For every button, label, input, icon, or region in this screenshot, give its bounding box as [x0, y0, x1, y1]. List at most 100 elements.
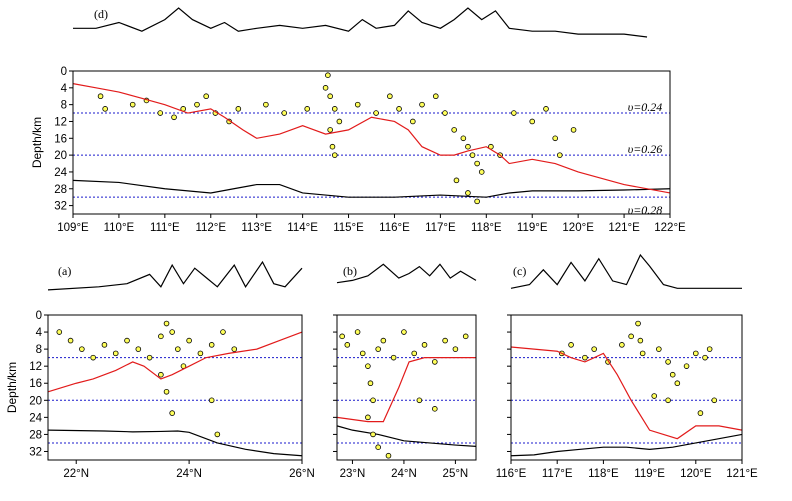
- y-tick-label-d: 16: [54, 133, 67, 145]
- earthquake-point: [582, 354, 588, 361]
- y-tick-label-d: 4: [61, 83, 68, 95]
- earthquake-point: [651, 393, 658, 399]
- earthquake-point: [570, 127, 577, 133]
- earthquake-point: [220, 329, 226, 335]
- earthquake-point: [432, 359, 438, 365]
- earthquake-point: [462, 333, 469, 340]
- topography-profile-a: [47, 260, 303, 291]
- earthquake-point: [90, 354, 96, 361]
- earthquake-point: [169, 410, 175, 416]
- x-tick-label-d: 111°E: [150, 222, 180, 234]
- earthquake-point: [711, 397, 718, 404]
- earthquake-point: [416, 397, 423, 404]
- x-tick-label-d: 117°E: [425, 222, 456, 234]
- earthquake-point: [469, 152, 476, 158]
- earthquake-point: [556, 152, 563, 158]
- earthquake-point: [235, 106, 242, 112]
- earthquake-point: [637, 337, 644, 344]
- earthquake-point: [373, 110, 379, 116]
- earthquake-point: [322, 85, 329, 91]
- earthquake-point: [112, 350, 119, 357]
- panel-label-a: (a): [58, 264, 71, 278]
- earthquake-point: [231, 346, 238, 352]
- plot-frame-c: [510, 314, 743, 461]
- earthquake-point: [56, 329, 63, 335]
- x-tick-label-d: 120°E: [562, 222, 594, 234]
- earthquake-point: [158, 371, 164, 378]
- panel-c: (c) 116°E 117°E 118°E 119°E 120°E 121°E: [496, 253, 758, 480]
- earthquake-point: [442, 110, 448, 116]
- y-tick-label-a: 12: [29, 361, 42, 373]
- earthquake-point: [591, 346, 597, 352]
- y-axis-label-a: Depth/km: [5, 362, 19, 413]
- x-tick-label-d: 112°E: [195, 222, 226, 234]
- velocity-label: υ=0.26: [628, 142, 663, 156]
- y-tick-label-d: 12: [54, 116, 67, 128]
- earthquake-point: [327, 93, 333, 100]
- plot-frame-d: [72, 70, 671, 215]
- topography-profile-d: [73, 7, 648, 38]
- sediment-boundary-b: [336, 357, 476, 423]
- earthquake-point: [478, 169, 485, 175]
- earthquake-point: [396, 106, 402, 112]
- x-tick-label-c: 116°E: [496, 468, 527, 480]
- earthquake-point: [124, 337, 130, 344]
- earthquake-point: [186, 337, 192, 344]
- earthquake-point: [674, 380, 681, 387]
- earthquake-point: [619, 342, 625, 348]
- earthquake-point: [552, 135, 558, 142]
- moho-line-a: [47, 429, 303, 457]
- panel-label-b: (b): [343, 264, 357, 278]
- x-tick-label-d: 115°E: [333, 222, 364, 234]
- earthquake-point: [683, 363, 690, 369]
- x-tick-label-d: 114°E: [287, 222, 318, 234]
- x-tick-label-a: 26°N: [289, 468, 315, 480]
- earthquake-point: [370, 431, 376, 438]
- earthquake-point: [702, 354, 708, 361]
- earthquake-point: [365, 363, 371, 369]
- earthquake-point: [135, 346, 142, 352]
- earthquake-point: [669, 371, 676, 378]
- earthquake-point: [387, 93, 393, 100]
- x-tick-label-c: 120°E: [680, 468, 712, 480]
- earthquake-point: [169, 329, 175, 335]
- earthquake-point: [419, 101, 425, 108]
- earthquake-point: [175, 346, 181, 352]
- earthquake-point: [214, 431, 221, 438]
- earthquake-point: [197, 350, 204, 357]
- velocity-label: υ=0.24: [628, 100, 663, 114]
- y-tick-label-d: 28: [54, 184, 67, 196]
- earthquake-point: [146, 354, 153, 361]
- y-tick-label-a: 32: [29, 446, 42, 458]
- topography-profile-b: [336, 263, 477, 284]
- earthquake-point: [706, 346, 713, 352]
- earthquake-point: [329, 143, 336, 150]
- earthquake-point: [390, 354, 397, 361]
- panel-b: (b) 23°N 24°N 25°N: [333, 263, 477, 480]
- earthquake-point: [442, 337, 448, 344]
- topography-profile-c: [510, 253, 742, 289]
- earthquake-point: [511, 110, 517, 116]
- earthquake-point: [421, 342, 428, 348]
- y-axis-label-d: Depth/km: [30, 117, 44, 168]
- earthquake-point: [367, 380, 374, 387]
- panel-label-d: (d): [94, 7, 108, 21]
- earthquake-point: [451, 127, 457, 133]
- earthquake-point: [331, 152, 338, 158]
- earthquake-point: [697, 410, 704, 416]
- y-tick-label-a: 20: [29, 395, 42, 407]
- earthquake-point: [344, 342, 351, 348]
- x-tick-label-d: 119°E: [517, 222, 548, 234]
- earthquake-point: [465, 143, 471, 150]
- x-tick-label-a: 24°N: [176, 468, 202, 480]
- earthquake-point: [203, 93, 209, 100]
- earthquake-point: [208, 342, 215, 348]
- earthquake-point: [411, 350, 418, 357]
- earthquake-point: [665, 397, 671, 404]
- y-tick-label-d: 8: [61, 100, 67, 112]
- sediment-boundary-c: [510, 346, 743, 440]
- x-tick-label-c: 118°E: [588, 468, 619, 480]
- earthquake-point: [208, 397, 215, 404]
- earthquake-point: [194, 101, 200, 108]
